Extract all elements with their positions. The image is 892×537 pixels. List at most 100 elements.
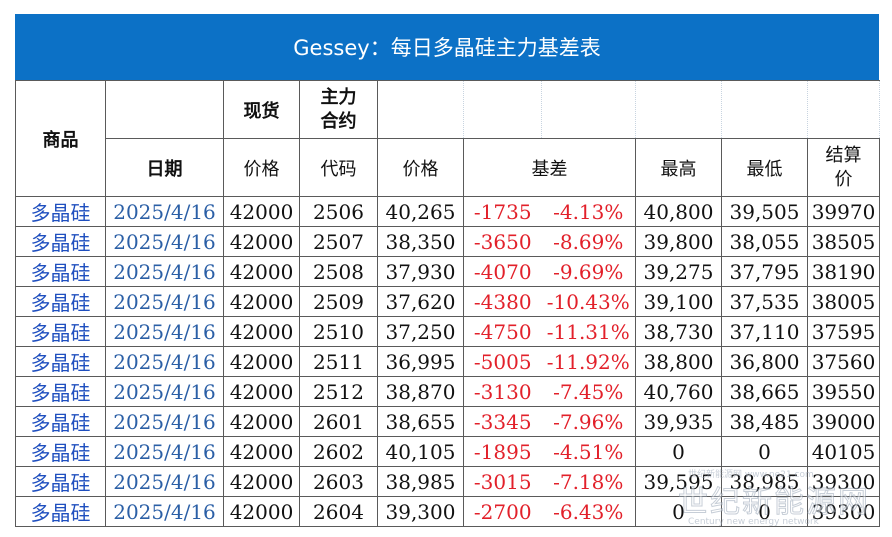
date-cell: 2025/4/16 bbox=[105, 226, 224, 257]
product-cell: 多晶硅 bbox=[15, 316, 106, 347]
low-cell: 38,665 bbox=[721, 376, 808, 407]
high-cell: 39,800 bbox=[635, 226, 722, 257]
code-cell: 2508 bbox=[299, 256, 378, 287]
basis-cell: -4380 bbox=[463, 286, 542, 317]
spot-cell: 42000 bbox=[223, 496, 300, 527]
settle-cell: 39550 bbox=[807, 376, 880, 407]
low-cell: 39,505 bbox=[721, 196, 808, 227]
spot-cell: 42000 bbox=[223, 226, 300, 257]
date-cell: 2025/4/16 bbox=[105, 196, 224, 227]
header-high: 最高 bbox=[635, 138, 722, 197]
code-cell: 2602 bbox=[299, 436, 378, 467]
header-low: 最低 bbox=[721, 138, 808, 197]
product-cell: 多晶硅 bbox=[15, 496, 106, 527]
code-cell: 2512 bbox=[299, 376, 378, 407]
product-cell: 多晶硅 bbox=[15, 286, 106, 317]
low-cell: 38,985 bbox=[721, 466, 808, 497]
settle-cell: 39300 bbox=[807, 496, 880, 527]
spot-cell: 42000 bbox=[223, 346, 300, 377]
spot-cell: 42000 bbox=[223, 256, 300, 287]
high-cell: 38,730 bbox=[635, 316, 722, 347]
basis-pct-cell: -11.31% bbox=[541, 316, 636, 347]
code-cell: 2604 bbox=[299, 496, 378, 527]
basis-cell: -3130 bbox=[463, 376, 542, 407]
settle-cell: 38190 bbox=[807, 256, 880, 287]
spot-cell: 42000 bbox=[223, 196, 300, 227]
price-cell: 37,930 bbox=[377, 256, 464, 287]
table-row: 多晶硅 2025/4/16 42000 2604 39,300 -2700 -6.43% 0 0… bbox=[15, 496, 880, 527]
price-cell: 40,105 bbox=[377, 436, 464, 467]
date-cell: 2025/4/16 bbox=[105, 406, 224, 437]
spot-cell: 42000 bbox=[223, 436, 300, 467]
settle-cell: 38505 bbox=[807, 226, 880, 257]
high-cell: 39,100 bbox=[635, 286, 722, 317]
table-row: 多晶硅 2025/4/16 42000 2601 38,655 -3345 -7.96% 39… bbox=[15, 406, 880, 437]
header-spot-price: 价格 bbox=[223, 138, 300, 197]
product-cell: 多晶硅 bbox=[15, 226, 106, 257]
basis-sheet: Gessey：每日多晶硅主力基差表 商品 现货 主力 合约 bbox=[15, 14, 880, 527]
header-settle: 结算 价 bbox=[807, 138, 880, 197]
product-cell: 多晶硅 bbox=[15, 436, 106, 467]
spot-cell: 42000 bbox=[223, 466, 300, 497]
settle-cell: 39970 bbox=[807, 196, 880, 227]
spot-cell: 42000 bbox=[223, 406, 300, 437]
date-cell: 2025/4/16 bbox=[105, 256, 224, 287]
basis-pct-cell: -7.45% bbox=[541, 376, 636, 407]
code-cell: 2509 bbox=[299, 286, 378, 317]
header-blank bbox=[635, 80, 722, 139]
high-cell: 39,275 bbox=[635, 256, 722, 287]
basis-cell: -2700 bbox=[463, 496, 542, 527]
table-row: 多晶硅 2025/4/16 42000 2508 37,930 -4070 -9.69% 39… bbox=[15, 256, 880, 287]
low-cell: 38,485 bbox=[721, 406, 808, 437]
price-cell: 38,655 bbox=[377, 406, 464, 437]
low-cell: 37,795 bbox=[721, 256, 808, 287]
price-cell: 38,870 bbox=[377, 376, 464, 407]
basis-cell: -1895 bbox=[463, 436, 542, 467]
header-price: 价格 bbox=[377, 138, 464, 197]
settle-cell: 38005 bbox=[807, 286, 880, 317]
header-blank bbox=[721, 80, 808, 139]
basis-pct-cell: -7.96% bbox=[541, 406, 636, 437]
basis-pct-cell: -8.69% bbox=[541, 226, 636, 257]
high-cell: 38,800 bbox=[635, 346, 722, 377]
settle-cell: 39300 bbox=[807, 466, 880, 497]
price-cell: 40,265 bbox=[377, 196, 464, 227]
basis-cell: -3650 bbox=[463, 226, 542, 257]
table-row: 多晶硅 2025/4/16 42000 2507 38,350 -3650 -8.69% 39… bbox=[15, 226, 880, 257]
price-cell: 38,985 bbox=[377, 466, 464, 497]
basis-cell: -1735 bbox=[463, 196, 542, 227]
header-blank bbox=[377, 80, 464, 139]
table-row: 多晶硅 2025/4/16 42000 2510 37,250 -4750 -11.31% 3… bbox=[15, 316, 880, 347]
product-cell: 多晶硅 bbox=[15, 346, 106, 377]
high-cell: 39,935 bbox=[635, 406, 722, 437]
basis-pct-cell: -9.69% bbox=[541, 256, 636, 287]
header-date: 日期 bbox=[105, 138, 224, 197]
basis-cell: -5005 bbox=[463, 346, 542, 377]
table-row: 多晶硅 2025/4/16 42000 2603 38,985 -3015 -7.18% 39… bbox=[15, 466, 880, 497]
date-cell: 2025/4/16 bbox=[105, 376, 224, 407]
header-code: 代码 bbox=[299, 138, 378, 197]
table-row: 多晶硅 2025/4/16 42000 2511 36,995 -5005 -11.92% 3… bbox=[15, 346, 880, 377]
basis-cell: -3345 bbox=[463, 406, 542, 437]
product-cell: 多晶硅 bbox=[15, 466, 106, 497]
low-cell: 37,110 bbox=[721, 316, 808, 347]
product-cell: 多晶硅 bbox=[15, 406, 106, 437]
basis-cell: -4070 bbox=[463, 256, 542, 287]
high-cell: 0 bbox=[635, 496, 722, 527]
settle-cell: 39000 bbox=[807, 406, 880, 437]
code-cell: 2603 bbox=[299, 466, 378, 497]
low-cell: 38,055 bbox=[721, 226, 808, 257]
basis-cell: -4750 bbox=[463, 316, 542, 347]
sheet-title: Gessey：每日多晶硅主力基差表 bbox=[15, 14, 879, 80]
price-cell: 37,250 bbox=[377, 316, 464, 347]
high-cell: 40,760 bbox=[635, 376, 722, 407]
basis-pct-cell: -7.18% bbox=[541, 466, 636, 497]
settle-cell: 37560 bbox=[807, 346, 880, 377]
low-cell: 37,535 bbox=[721, 286, 808, 317]
spot-cell: 42000 bbox=[223, 316, 300, 347]
table-row: 多晶硅 2025/4/16 42000 2512 38,870 -3130 -7.45% 40… bbox=[15, 376, 880, 407]
header-blank bbox=[105, 80, 224, 139]
low-cell: 0 bbox=[721, 436, 808, 467]
low-cell: 36,800 bbox=[721, 346, 808, 377]
product-cell: 多晶硅 bbox=[15, 196, 106, 227]
